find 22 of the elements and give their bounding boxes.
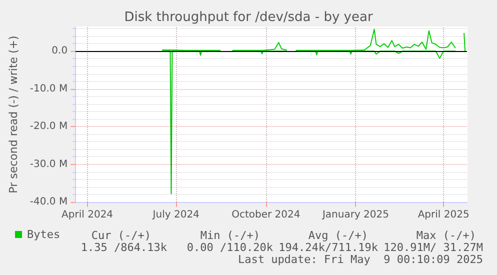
x-tick-label: April 2025 — [418, 210, 470, 220]
text: Max (-/+) — [416, 229, 476, 242]
text: 194.24k/711.19k — [278, 241, 378, 254]
x-tick-label: April 2024 — [62, 210, 114, 220]
text: 0.00 /110.20k — [186, 241, 274, 254]
text: Cur (-/+) — [91, 229, 151, 242]
y-tick-label: 0.0 — [52, 46, 68, 57]
y-tick-label: -10.0 M — [30, 83, 68, 94]
text: Avg (-/+) — [308, 229, 368, 242]
y-axis-title: Pr second read (-) / write (+) — [7, 36, 20, 194]
text: Last update: Fri May 9 00:10:09 2025 — [238, 253, 483, 266]
y-tick-label: -40.0 M — [30, 196, 68, 208]
y-tick-label: -20.0 M — [30, 121, 68, 132]
chart-title: Disk throughput for /dev/sda - by year — [124, 10, 374, 25]
x-tick-label: October 2024 — [232, 210, 300, 220]
y-tick-label: -30.0 M — [30, 158, 68, 170]
text: 120.91M/ 31.27M — [384, 241, 484, 254]
text: 1.35 /864.13k — [80, 241, 168, 254]
x-tick-label: January 2025 — [321, 210, 389, 220]
text: Min (-/+) — [200, 229, 260, 242]
legend-label: Bytes — [27, 228, 60, 241]
x-tick-label: July 2024 — [152, 210, 200, 220]
